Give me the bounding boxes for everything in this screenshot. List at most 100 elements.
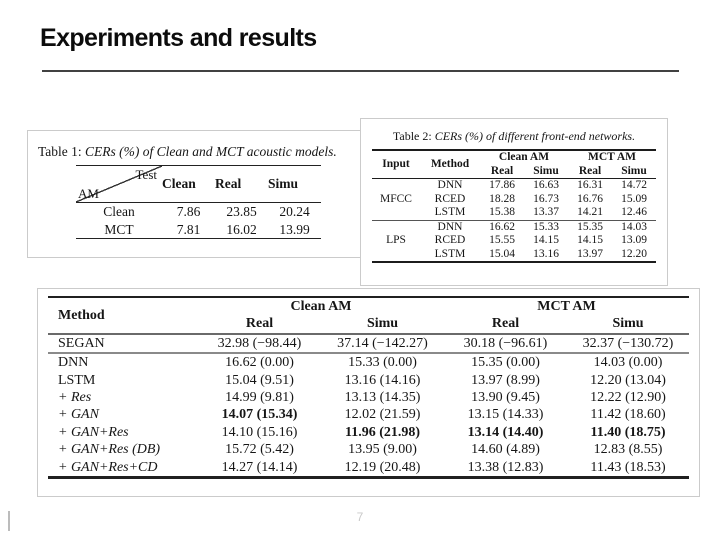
method-label: + GAN [58, 407, 99, 423]
table1-col-header: Real [215, 165, 268, 203]
col-header-input: Input [372, 150, 420, 179]
cell-value: 17.86 [489, 179, 515, 191]
method-label: + Res [58, 390, 92, 406]
method-label: RCED [434, 192, 466, 205]
table3-header-row: Method Clean AM MCT AM [48, 297, 689, 335]
cell-value: 37.14 (−142.27) [321, 333, 444, 355]
method-label: SEGAN [48, 333, 198, 355]
cell-value: 16.02 [226, 221, 257, 237]
cell-value: 16.63 [533, 179, 559, 191]
col-group-clean-am: Clean AM [290, 299, 352, 314]
cell-value: 32.98 (−98.44) [198, 333, 321, 355]
cell-value: 16.31 [577, 179, 603, 191]
cell-value: 14.21 [577, 206, 603, 218]
col-group-mct-am: MCT AM [587, 151, 637, 163]
col-header-real: Real [198, 315, 321, 335]
cell-value: 13.37 [533, 206, 559, 218]
cell-value: 14.27 (14.14) [221, 459, 298, 475]
col-header-method: Method [420, 150, 480, 179]
cell-value: 32.37 (−130.72) [567, 333, 689, 355]
table-row: LSTM 15.38 13.37 14.21 12.46 [372, 206, 656, 220]
cell-value: 11.96 (21.98) [344, 424, 421, 440]
table-row: LPS DNN 16.62 15.33 15.35 14.03 [372, 219, 656, 262]
cell-value: 14.15 [577, 234, 603, 246]
table2-caption-text: CERs (%) of different front-end networks… [434, 129, 636, 143]
method-label: + GAN+Res (DB) [58, 442, 161, 458]
cell-value: 14.03 (0.00) [593, 355, 663, 371]
row-label: MCT [104, 221, 134, 237]
diagonal-divider: Test AM [76, 166, 162, 202]
col-header-simu: Simu [321, 315, 444, 335]
table2-caption: Table 2: CERs (%) of different front-end… [361, 129, 667, 144]
cell-value: 7.81 [176, 221, 201, 237]
table3-subheader-row: Real Simu Real Simu [48, 315, 689, 335]
page-number: 7 [356, 510, 364, 524]
cell-value: 14.15 [533, 234, 559, 246]
cell-value: 12.46 [621, 206, 647, 218]
col-group-mct-am: MCT AM [537, 299, 596, 314]
cell-value: 14.10 (15.16) [221, 424, 298, 440]
table-row: RCED 18.28 16.73 16.76 15.09 [372, 193, 656, 207]
table2: Input Method Clean AM MCT AM Real Simu R… [372, 149, 656, 263]
table-row: + GAN+Res+CD 14.27 (14.14) 12.19 (20.48)… [48, 459, 689, 478]
table-row: + Res 14.99 (9.81) 13.13 (14.35) 13.90 (… [48, 389, 689, 406]
cell-value: 13.16 (14.16) [344, 372, 421, 388]
col-header-real: Real [480, 164, 524, 179]
table1-col-header: Simu [268, 165, 321, 203]
table-row: DNN 16.62 (0.00) 15.33 (0.00) 15.35 (0.0… [48, 353, 689, 371]
table3: Method Clean AM MCT AM Real Simu Real Si… [48, 296, 689, 480]
cell-value: 11.42 (18.60) [590, 407, 666, 423]
cell-value: 15.38 [489, 206, 515, 218]
cell-value: 16.76 [577, 192, 603, 205]
col-group-clean-am: Clean AM [498, 151, 550, 163]
table1-header-row: Test AM Clean Real Simu [76, 165, 321, 203]
cell-value: 13.90 (9.45) [471, 390, 540, 406]
table1-caption-text: CERs (%) of Clean and MCT acoustic model… [85, 144, 337, 159]
cell-value: 15.33 [524, 219, 568, 234]
col-header-simu: Simu [524, 164, 568, 179]
cell-value: 13.38 (12.83) [467, 459, 544, 475]
cell-value: 15.35 [568, 219, 612, 234]
col-header-method: Method [48, 297, 198, 335]
table-row: LSTM 15.04 13.16 13.97 12.20 [372, 248, 656, 263]
cell-value: 12.83 (8.55) [593, 442, 663, 458]
table-row: MCT 7.81 16.02 13.99 [76, 221, 321, 239]
cell-value: 7.86 [176, 204, 201, 219]
cell-value: 13.97 (8.99) [471, 372, 540, 388]
cell-value: 15.35 (0.00) [471, 355, 540, 371]
method-label: + GAN+Res+CD [58, 459, 158, 475]
cell-value: 13.13 (14.35) [344, 390, 421, 406]
cell-value: 11.40 (18.75) [590, 424, 666, 440]
title-underline [42, 70, 679, 72]
table-row: RCED 15.55 14.15 14.15 13.09 [372, 234, 656, 248]
col-header-real: Real [444, 315, 567, 335]
cell-value: 12.02 (21.59) [344, 407, 421, 423]
cell-value: 15.55 [489, 234, 515, 246]
cell-value: 12.20 (13.04) [590, 372, 666, 388]
cell-value: 13.95 (9.00) [348, 442, 417, 458]
table1-diagonal-bottom-label: AM [78, 185, 99, 201]
table2-subheader-row: Real Simu Real Simu [372, 164, 656, 179]
method-label: DNN [420, 219, 480, 234]
table-row: LSTM 15.04 (9.51) 13.16 (14.16) 13.97 (8… [48, 372, 689, 389]
cell-value: 13.15 (14.33) [467, 407, 544, 423]
table1: Test AM Clean Real Simu Clean 7.86 23.85… [76, 165, 321, 239]
row-label: Clean [103, 204, 135, 219]
cell-value: 16.73 [533, 192, 559, 205]
cell-value: 11.43 (18.53) [590, 459, 666, 475]
table1-col-header: Clean [162, 165, 215, 203]
table-row: SEGAN 32.98 (−98.44) 37.14 (−142.27) 30.… [48, 333, 689, 355]
cell-value: 13.99 [279, 221, 310, 237]
cell-value: 13.16 [533, 247, 559, 260]
cell-value: 23.85 [226, 204, 257, 219]
cell-value: 16.62 (0.00) [225, 355, 294, 371]
table3-panel: Method Clean AM MCT AM Real Simu Real Si… [37, 288, 700, 497]
table-row: Clean 7.86 23.85 20.24 [76, 203, 321, 221]
method-label: LSTM [434, 206, 466, 218]
input-group-label: MFCC [380, 192, 412, 205]
method-label: DNN [58, 355, 89, 371]
table-row: + GAN 14.07 (15.34) 12.02 (21.59) 13.15 … [48, 406, 689, 423]
cell-value: 14.99 (9.81) [225, 390, 294, 406]
table2-caption-prefix: Table 2: [392, 129, 435, 143]
cell-value: 13.09 [621, 234, 647, 246]
